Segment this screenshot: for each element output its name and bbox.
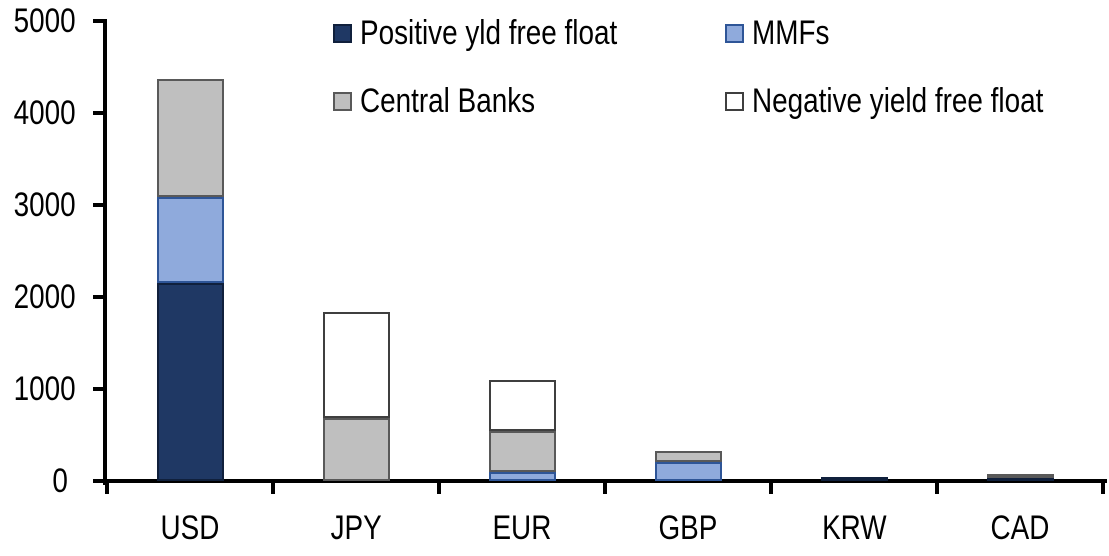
legend-label-mmfs: MMFs — [752, 14, 830, 52]
legend-swatch-positive-yld-free-float — [333, 23, 352, 43]
x-axis-tick — [769, 481, 773, 494]
x-axis-tick — [603, 481, 607, 494]
x-category-label-text: GBP — [658, 509, 718, 547]
y-axis-tick — [93, 479, 105, 483]
x-axis-tick — [437, 481, 441, 494]
y-axis-tick — [93, 295, 105, 299]
bar-segment-gbp — [654, 450, 722, 462]
bar-segment-cad — [986, 474, 1054, 479]
y-tick-label-text: 1000 — [13, 370, 76, 408]
legend-swatch-negative-yield-free-float — [725, 91, 744, 111]
x-category-label: CAD — [937, 511, 1103, 545]
x-category-label: KRW — [771, 511, 937, 545]
y-tick-label-text: 2000 — [13, 278, 76, 316]
y-tick-label-text: 0 — [52, 462, 68, 500]
legend-label-central-banks: Central Banks — [360, 82, 536, 120]
y-tick-label-text: 5000 — [13, 2, 76, 40]
x-category-label: EUR — [439, 511, 605, 545]
legend-item-central-banks: Central Banks — [333, 82, 574, 120]
y-axis-tick — [93, 203, 105, 207]
legend-label-positive-yld-free-float: Positive yld free float — [360, 14, 618, 52]
y-tick-label: 2000 — [0, 280, 76, 314]
legend-item-negative-yield-free-float: Negative yield free float — [725, 82, 1107, 120]
x-category-label-text: CAD — [990, 509, 1050, 547]
y-tick-label-text: 4000 — [13, 94, 76, 132]
bar-segment-usd — [156, 283, 224, 481]
x-category-label: JPY — [273, 511, 439, 545]
legend-label-negative-yield-free-float: Negative yield free float — [752, 82, 1044, 120]
x-category-label: GBP — [605, 511, 771, 545]
legend-item-positive-yld-free-float: Positive yld free float — [333, 14, 674, 52]
bar-segment-krw — [820, 476, 888, 481]
bar-segment-usd — [156, 78, 224, 197]
x-category-label-text: EUR — [492, 509, 552, 547]
y-axis-tick — [93, 19, 105, 23]
y-tick-label-text: 3000 — [13, 186, 76, 224]
bar-segment-eur — [488, 379, 556, 432]
bar-segment-jpy — [322, 417, 390, 481]
bar-segment-usd — [156, 196, 224, 284]
x-axis-tick — [271, 481, 275, 494]
x-category-label-text: USD — [160, 509, 220, 547]
y-tick-label: 0 — [0, 464, 68, 498]
y-axis-tick — [93, 111, 105, 115]
y-tick-label: 1000 — [0, 372, 76, 406]
legend-item-mmfs: MMFs — [725, 14, 846, 52]
bar-segment-eur — [488, 471, 556, 481]
legend-swatch-central-banks — [333, 91, 352, 111]
x-category-label: USD — [107, 511, 273, 545]
bar-segment-eur — [488, 431, 556, 472]
x-category-label-text: JPY — [330, 509, 382, 547]
y-axis-tick — [93, 387, 105, 391]
y-axis-line — [103, 19, 107, 485]
y-tick-label: 4000 — [0, 96, 76, 130]
legend-swatch-mmfs — [725, 23, 744, 43]
y-tick-label: 5000 — [0, 4, 76, 38]
x-axis-tick — [935, 481, 939, 494]
y-tick-label: 3000 — [0, 188, 76, 222]
bar-segment-jpy — [322, 311, 390, 418]
bar-segment-gbp — [654, 461, 722, 481]
x-axis-tick — [1101, 481, 1105, 494]
x-axis-tick — [105, 481, 109, 494]
x-category-label-text: KRW — [821, 509, 887, 547]
